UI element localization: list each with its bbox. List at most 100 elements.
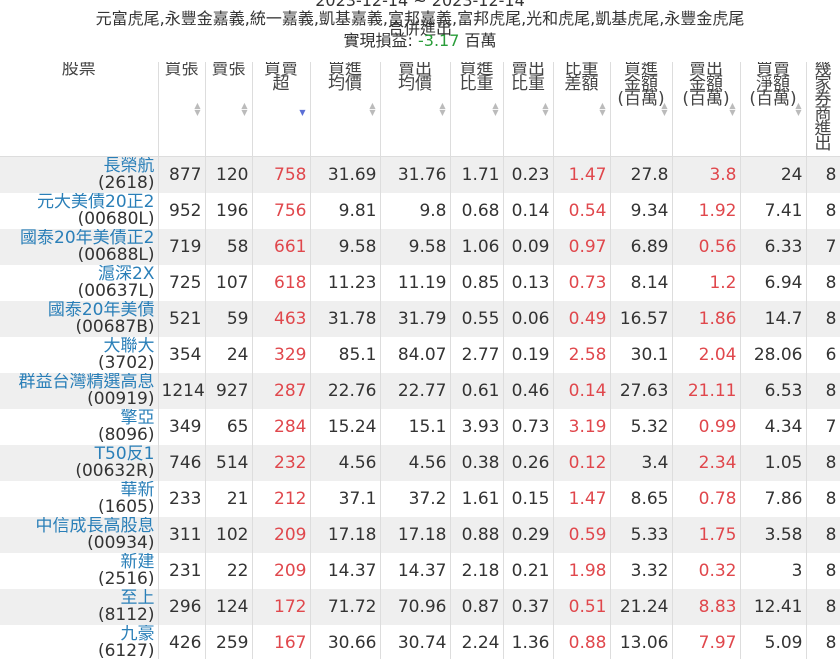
column-header[interactable]: 幾家券商進出 bbox=[806, 62, 840, 157]
sort-icon: ▲ ▼ bbox=[194, 101, 201, 117]
stock-cell: 新建 (2516) bbox=[0, 553, 159, 589]
stock-name[interactable]: 中信成長高股息 bbox=[35, 517, 155, 536]
stock-cell: 滬深2X (00637L) bbox=[0, 265, 159, 301]
column-label: 比重 bbox=[459, 74, 494, 94]
cell: 927 bbox=[205, 373, 253, 409]
stock-name[interactable]: 群益台灣精選高息 bbox=[18, 373, 155, 392]
cell: 15.24 bbox=[310, 409, 381, 445]
pnl-unit: 百萬 bbox=[464, 31, 497, 50]
column-label: 券 bbox=[814, 89, 832, 109]
stock-name[interactable]: 九豪 bbox=[120, 625, 155, 644]
header: 2023-12-14 ~ 2023-12-14 元富虎尾,永豐金嘉義,統一嘉義,… bbox=[0, 0, 840, 50]
cell: 5.09 bbox=[740, 625, 807, 659]
cell: 22.77 bbox=[380, 373, 451, 409]
stock-code: (2516) bbox=[97, 569, 155, 589]
cell: 7 bbox=[806, 409, 840, 445]
column-label: 差額 bbox=[564, 74, 599, 94]
cell: 311 bbox=[158, 517, 206, 553]
column-header[interactable]: 買進 比重 ▲ ▼ bbox=[450, 62, 504, 157]
sort-icon: ▲ ▼ bbox=[661, 101, 668, 117]
cell: 8 bbox=[806, 589, 840, 625]
cell: 31.76 bbox=[380, 156, 451, 193]
pnl: 實現損益: -3.17 百萬 bbox=[0, 32, 840, 50]
stock-name[interactable]: 國泰20年美債正2 bbox=[20, 229, 155, 248]
column-header[interactable]: 買張 ▲ ▼ bbox=[158, 62, 206, 157]
stock-cell: T50反1 (00632R) bbox=[0, 445, 159, 481]
stock-code: (2618) bbox=[97, 173, 155, 193]
cell: 3.58 bbox=[740, 517, 807, 553]
stock-name[interactable]: 大聯大 bbox=[103, 337, 155, 356]
cell: 16.57 bbox=[610, 301, 673, 337]
sort-icon: ▲ ▼ bbox=[241, 101, 248, 117]
stock-name[interactable]: 滬深2X bbox=[98, 265, 155, 284]
cell: 70.96 bbox=[380, 589, 451, 625]
stock-name[interactable]: 元大美債20正2 bbox=[37, 193, 155, 212]
column-header[interactable]: 賣張 ▲ ▼ bbox=[205, 62, 253, 157]
cell: 21.11 bbox=[672, 373, 741, 409]
column-label: 進 bbox=[814, 119, 832, 139]
cell: 8 bbox=[806, 481, 840, 517]
cell: 27.8 bbox=[610, 156, 673, 193]
stock-name[interactable]: 擎亞 bbox=[120, 409, 155, 428]
column-label: 均價 bbox=[328, 74, 362, 94]
column-header[interactable]: 買進 均價 ▲ ▼ bbox=[310, 62, 381, 157]
table: 股票 買張 ▲ ▼ 賣張 ▲ ▼ 買賣超 ▼ 買進 均價 ▲ ▼ 賣出 均價 ▲ ▼ 買進 比重 ▲ ▼ 賣出 比重 ▲ ▼ 比重… bbox=[0, 62, 840, 659]
cell: 1.47 bbox=[553, 481, 611, 517]
cell: 37.2 bbox=[380, 481, 451, 517]
stock-name[interactable]: 長榮航 bbox=[103, 156, 155, 176]
column-label: 買進 bbox=[624, 62, 658, 79]
cell: 758 bbox=[252, 156, 311, 193]
stock-cell: 至上 (8112) bbox=[0, 589, 159, 625]
cell: 212 bbox=[252, 481, 311, 517]
stock-code: (00688L) bbox=[77, 245, 155, 265]
stock-cell: 擎亞 (8096) bbox=[0, 409, 159, 445]
table-row: 至上 (8112) 296 124 172 71.72 70.96 0.87 0.37 0.51 2… bbox=[0, 589, 840, 625]
cell: 24 bbox=[205, 337, 253, 373]
cell: 9.34 bbox=[610, 193, 673, 229]
column-header[interactable]: 賣出 均價 ▲ ▼ bbox=[380, 62, 451, 157]
table-row: 國泰20年美債正2 (00688L) 719 58 661 9.58 9.58 1.06 0.0… bbox=[0, 229, 840, 265]
cell: 8.83 bbox=[672, 589, 741, 625]
column-label: 買張 bbox=[164, 62, 199, 79]
cell: 1.98 bbox=[553, 553, 611, 589]
cell: 85.1 bbox=[310, 337, 381, 373]
stock-name[interactable]: 至上 bbox=[120, 589, 155, 608]
cell: 2.18 bbox=[450, 553, 504, 589]
cell: 27.63 bbox=[610, 373, 673, 409]
cell: 952 bbox=[158, 193, 206, 229]
cell: 15.1 bbox=[380, 409, 451, 445]
cell: 0.73 bbox=[503, 409, 554, 445]
cell: 8 bbox=[806, 193, 840, 229]
column-header[interactable]: 買進 金額 (百萬) ▲ ▼ bbox=[610, 62, 673, 157]
stock-name[interactable]: 華新 bbox=[120, 481, 155, 500]
column-header[interactable]: 股票 bbox=[0, 62, 159, 157]
column-header[interactable]: 賣出 金額 (百萬) ▲ ▼ bbox=[672, 62, 741, 157]
pnl-value: -3.17 bbox=[417, 31, 460, 50]
cell: 11.23 bbox=[310, 265, 381, 301]
stock-code: (00934) bbox=[87, 533, 155, 553]
stock-cell: 中信成長高股息 (00934) bbox=[0, 517, 159, 553]
column-label: 幾 bbox=[814, 62, 832, 79]
pnl-label: 實現損益: bbox=[343, 31, 413, 50]
brokers: 元富虎尾,永豐金嘉義,統一嘉義,凱基嘉義,富邦嘉義,富邦虎尾,光和虎尾,凱基虎尾… bbox=[95, 9, 745, 28]
column-label: 金額 bbox=[689, 74, 723, 94]
cell: 21 bbox=[205, 481, 253, 517]
column-label: (百萬) bbox=[682, 89, 730, 109]
stock-cell: 長榮航 (2618) bbox=[0, 156, 159, 193]
stock-name[interactable]: 新建 bbox=[120, 553, 155, 572]
stock-name[interactable]: 國泰20年美債 bbox=[47, 301, 155, 320]
column-header[interactable]: 買賣超 ▼ bbox=[252, 62, 311, 157]
cell: 349 bbox=[158, 409, 206, 445]
stock-name[interactable]: T50反1 bbox=[94, 445, 155, 464]
column-header[interactable]: 賣出 比重 ▲ ▼ bbox=[503, 62, 554, 157]
cell: 0.19 bbox=[503, 337, 554, 373]
cell: 0.37 bbox=[503, 589, 554, 625]
cell: 5.32 bbox=[610, 409, 673, 445]
column-header[interactable]: 買賣 淨額 (百萬) ▲ ▼ bbox=[740, 62, 807, 157]
cell: 746 bbox=[158, 445, 206, 481]
cell: 3.8 bbox=[672, 156, 741, 193]
cell: 0.73 bbox=[553, 265, 611, 301]
cell: 4.56 bbox=[380, 445, 451, 481]
cell: 30.66 bbox=[310, 625, 381, 659]
column-header[interactable]: 比重 差額 ▲ ▼ bbox=[553, 62, 611, 157]
